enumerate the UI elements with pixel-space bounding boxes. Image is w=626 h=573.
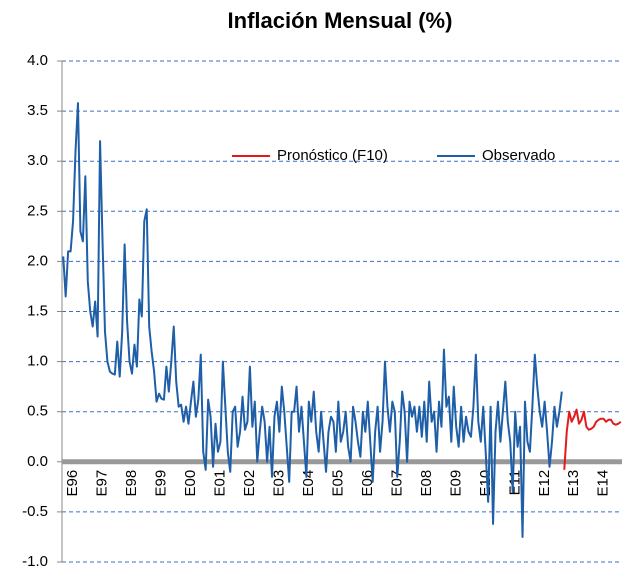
x-tick-label: E00 [182,470,199,497]
y-tick-label: 1.5 [27,302,48,319]
y-tick-label: 0.0 [27,453,48,470]
x-tick-label: E05 [329,470,346,497]
x-tick-label: E99 [153,470,170,497]
legend-label: Observado [482,147,555,164]
y-tick-label: -0.5 [22,503,48,520]
x-tick-label: E96 [64,470,81,497]
x-tick-label: E09 [447,470,464,497]
legend-label: Pronóstico (F10) [277,147,388,164]
x-tick-label: E98 [123,470,140,497]
y-tick-label: 2.5 [27,202,48,219]
x-tick-label: E12 [536,470,553,497]
y-tick-label: 4.0 [27,52,48,69]
y-tick-label: 0.5 [27,403,48,420]
x-tick-label: E01 [212,470,229,497]
y-tick-label: 2.0 [27,252,48,269]
y-tick-label: -1.0 [22,553,48,570]
x-tick-label: E07 [388,470,405,497]
x-tick-label: E11 [506,470,523,496]
x-tick-label: E08 [418,470,435,497]
y-tick-label: 3.5 [27,102,48,119]
x-tick-label: E04 [300,470,317,497]
x-tick-label: E14 [595,470,612,497]
series-line [62,102,563,538]
chart-title: Inflación Mensual (%) [228,8,453,33]
y-tick-label: 3.0 [27,152,48,169]
x-tick-label: E97 [94,470,111,497]
x-tick-label: E03 [271,470,288,497]
x-tick-label: E02 [241,470,258,497]
series-line [563,408,622,470]
x-tick-label: E13 [565,470,582,497]
y-tick-label: 1.0 [27,353,48,370]
